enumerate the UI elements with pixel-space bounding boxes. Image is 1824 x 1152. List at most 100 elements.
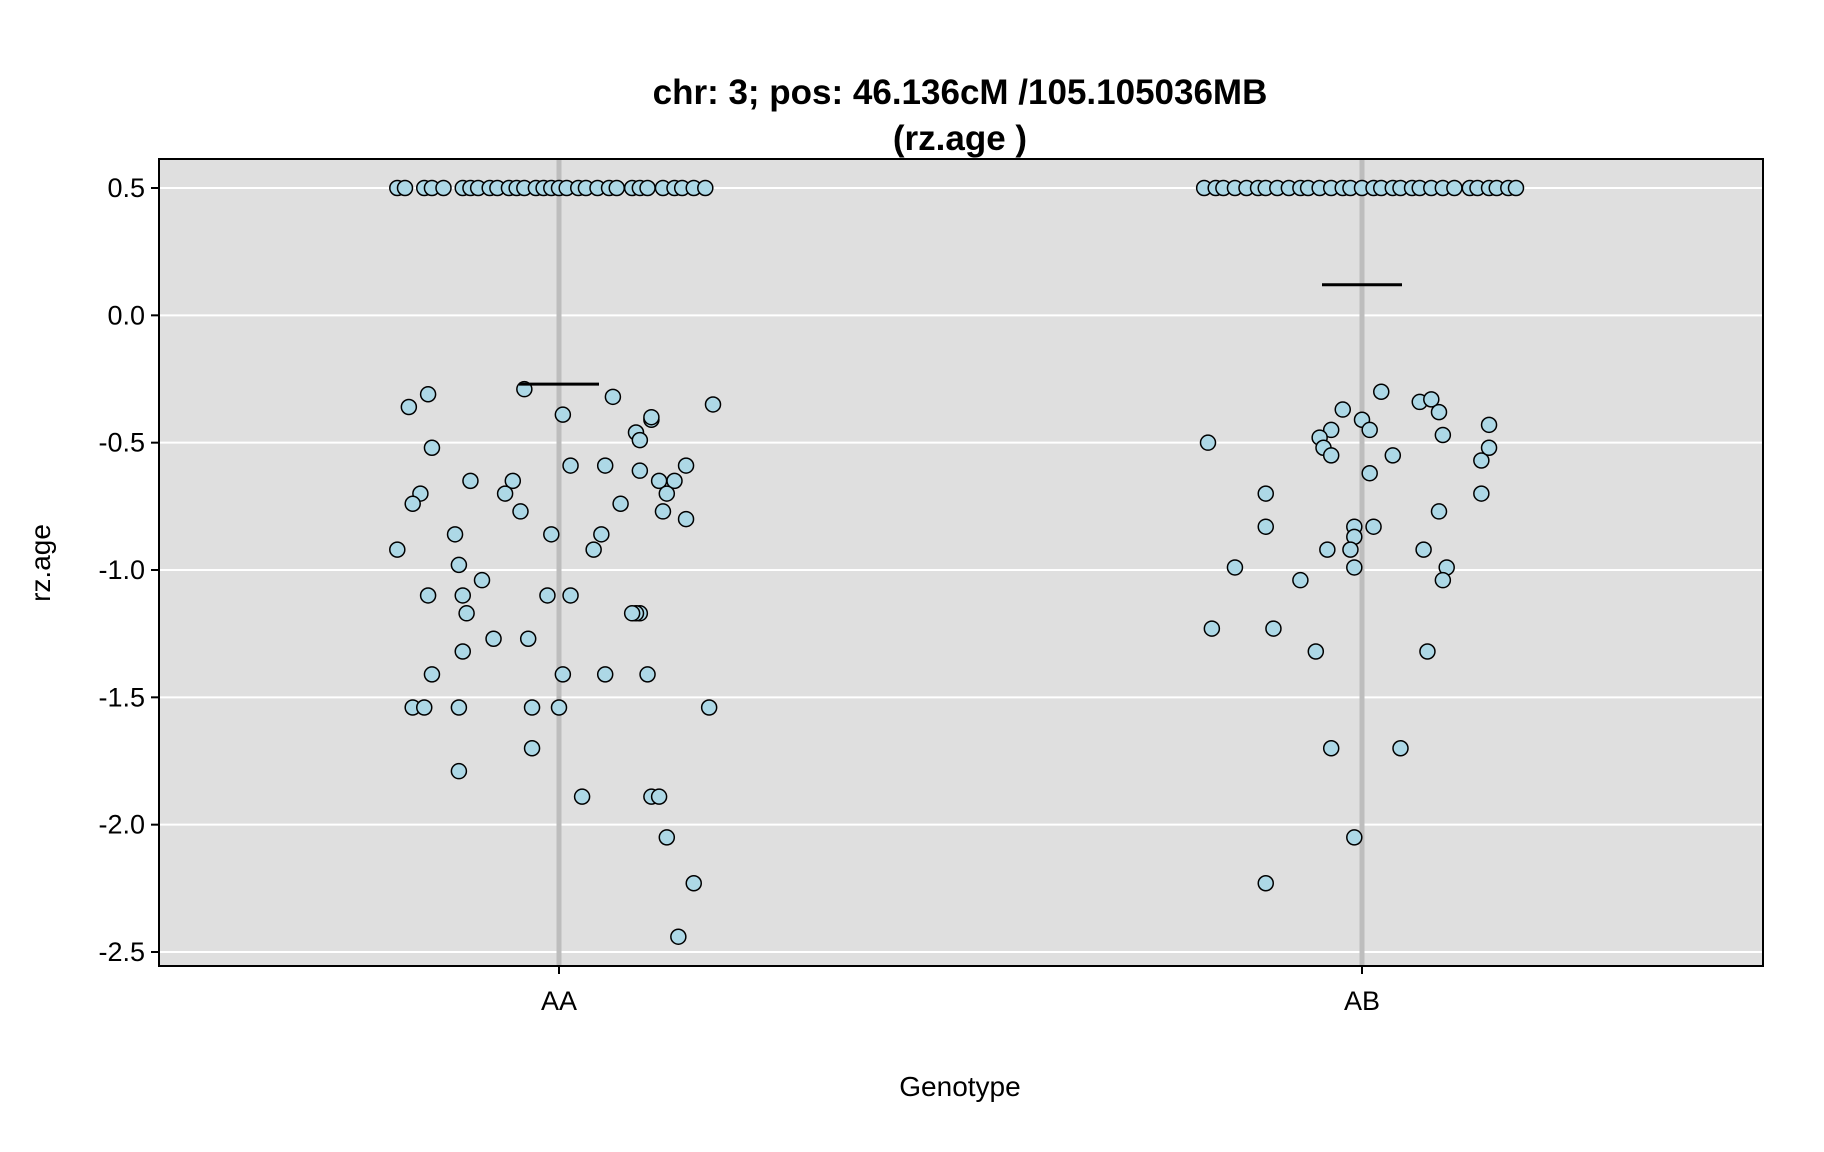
data-point — [450, 556, 468, 574]
data-point — [562, 457, 579, 474]
data-point — [1365, 518, 1382, 535]
data-point — [1480, 439, 1498, 457]
y-axis-ticks: 0.5 0.0 -0.5 -1.0 -1.5 -2.0 -2.5 — [98, 173, 159, 967]
data-point — [404, 495, 421, 513]
data-point — [1292, 571, 1309, 589]
data-point — [677, 510, 695, 528]
data-points — [389, 179, 1525, 945]
data-point — [593, 526, 610, 543]
data-point — [458, 605, 475, 622]
data-point — [1203, 620, 1221, 637]
data-point — [1322, 740, 1340, 757]
data-point — [670, 928, 687, 945]
data-point — [435, 179, 452, 197]
data-point — [1265, 620, 1282, 637]
data-point — [450, 762, 468, 780]
data-point — [697, 179, 714, 197]
data-point — [396, 179, 414, 197]
data-point — [1480, 416, 1498, 434]
data-point — [539, 587, 556, 604]
data-point — [631, 462, 649, 479]
data-point — [1334, 401, 1351, 418]
y-tick-label: -2.0 — [98, 810, 145, 840]
data-point — [658, 485, 676, 502]
data-point — [1199, 434, 1217, 451]
data-point — [650, 788, 668, 805]
data-point — [523, 740, 541, 757]
data-point — [485, 630, 502, 648]
data-point — [1346, 829, 1363, 846]
data-point — [1361, 464, 1378, 482]
data-point — [419, 386, 437, 403]
data-point — [543, 526, 560, 543]
data-point — [504, 472, 522, 490]
data-point — [1257, 518, 1274, 535]
data-point — [1257, 874, 1274, 892]
data-point — [1430, 503, 1448, 520]
data-point — [512, 503, 529, 520]
data-point — [1434, 571, 1452, 589]
data-point — [1319, 541, 1336, 558]
y-tick-label: 0.5 — [107, 173, 145, 203]
data-point — [596, 457, 614, 474]
data-point — [596, 666, 614, 683]
y-tick-label: -2.5 — [98, 937, 145, 967]
data-point — [554, 666, 572, 683]
data-point — [1419, 643, 1436, 660]
data-point — [643, 408, 660, 426]
data-point — [608, 179, 625, 197]
x-axis-ticks: AA AB — [541, 966, 1380, 1016]
plot-panel — [159, 159, 1763, 966]
data-point — [1507, 179, 1525, 197]
data-point — [389, 541, 406, 558]
x-tick-label: AA — [541, 986, 577, 1016]
data-point — [1430, 403, 1448, 421]
data-point — [423, 439, 441, 457]
data-point — [400, 398, 418, 416]
data-point — [1257, 485, 1274, 502]
y-tick-label: -0.5 — [98, 428, 145, 458]
data-point — [416, 699, 433, 716]
data-point — [496, 485, 514, 502]
data-point — [1473, 485, 1490, 502]
data-point — [1361, 421, 1378, 439]
chart-title-line2: (rz.age ) — [893, 119, 1027, 158]
data-point — [573, 788, 591, 805]
data-point — [1392, 740, 1409, 757]
data-point — [658, 829, 676, 846]
data-point — [454, 587, 471, 604]
data-point — [654, 503, 672, 520]
data-point — [519, 630, 537, 648]
data-point — [639, 179, 656, 197]
data-point — [562, 587, 579, 604]
data-point — [604, 388, 622, 406]
data-point — [612, 495, 629, 513]
category-lines — [556, 159, 1365, 966]
y-tick-label: -1.5 — [98, 682, 145, 712]
data-point — [446, 526, 464, 543]
data-point — [419, 587, 437, 604]
x-axis-label: Genotype — [899, 1071, 1020, 1102]
y-tick-label: -1.0 — [98, 555, 145, 585]
data-point — [1342, 541, 1359, 558]
data-point — [1322, 447, 1340, 464]
data-point — [1473, 452, 1490, 469]
data-point — [462, 472, 479, 490]
data-point — [523, 699, 541, 716]
data-point — [1434, 426, 1452, 444]
data-point — [1346, 559, 1363, 576]
chart-title-line1: chr: 3; pos: 46.136cM /105.105036MB — [653, 73, 1268, 112]
data-point — [704, 396, 722, 413]
data-point — [1373, 383, 1390, 400]
data-point — [1446, 179, 1463, 197]
data-point — [550, 699, 568, 716]
data-point — [700, 699, 718, 716]
data-point — [1384, 447, 1402, 464]
y-axis-label: rz.age — [25, 524, 56, 602]
data-point — [1415, 541, 1432, 558]
data-point — [1322, 421, 1340, 439]
data-point — [623, 605, 641, 622]
data-point — [631, 431, 649, 449]
data-point — [639, 666, 656, 683]
